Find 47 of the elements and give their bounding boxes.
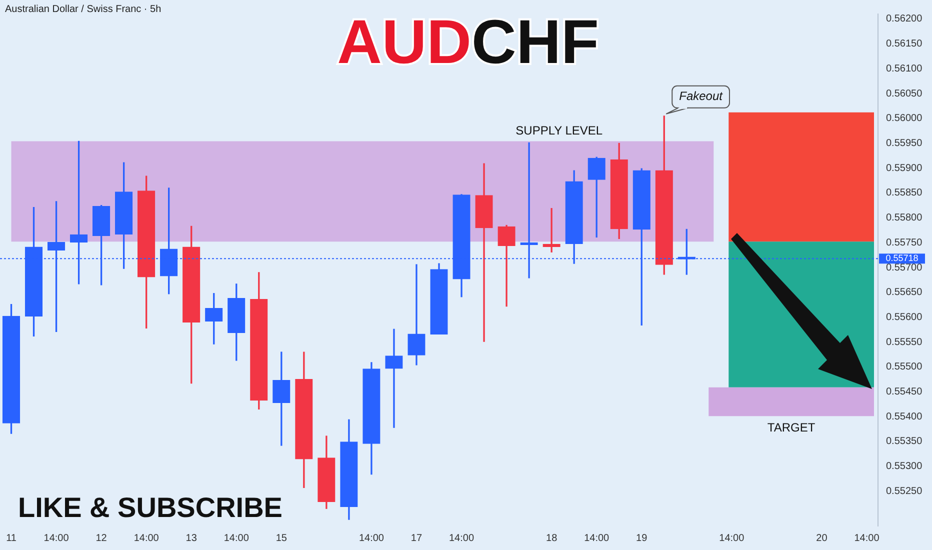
x-tick-label: 18: [546, 532, 558, 544]
y-tick-label: 0.55400: [886, 411, 923, 422]
y-tick-label: 0.55850: [886, 188, 923, 199]
x-tick-label: 17: [410, 532, 422, 544]
y-tick-label: 0.56100: [886, 63, 923, 74]
y-tick-label: 0.55350: [886, 436, 923, 448]
y-tick-label: 0.56200: [886, 14, 923, 25]
x-tick-label: 19: [636, 532, 648, 544]
y-tick-label: 0.56000: [886, 113, 923, 124]
y-tick-label: 0.55800: [886, 212, 923, 224]
x-tick-label: 14:00: [854, 532, 880, 544]
y-tick-label: 0.55550: [886, 336, 923, 348]
candlestick: [408, 264, 426, 366]
y-tick-label: 0.55500: [886, 362, 923, 373]
x-tick-label: 14:00: [448, 532, 474, 544]
y-tick-label: 0.55900: [886, 162, 923, 174]
x-tick-label: 20: [816, 532, 828, 544]
ref-line-label: 0.55718: [886, 253, 918, 264]
x-tick-label: 13: [186, 532, 198, 544]
y-tick-label: 0.56050: [886, 88, 923, 100]
x-tick-label: 14:00: [358, 532, 384, 544]
y-tick-label: 0.55750: [886, 237, 923, 248]
x-tick-label: 14:00: [584, 532, 610, 544]
candlestick: [385, 328, 403, 428]
band-label: TARGET: [767, 420, 816, 434]
x-tick-label: 14:00: [224, 532, 250, 544]
y-tick-label: 0.55600: [886, 312, 923, 323]
x-tick-label: 12: [96, 532, 108, 544]
x-tick-label: 15: [276, 532, 288, 544]
candlestick: [475, 163, 493, 342]
y-tick-label: 0.55250: [886, 486, 923, 497]
annotation: LIKE & SUBSCRIBE: [18, 492, 282, 523]
annotation: Fakeout: [679, 89, 724, 104]
chart-title: AUDCHF: [337, 8, 599, 78]
candlestick: [542, 208, 560, 252]
y-tick-label: 0.55700: [886, 262, 923, 274]
x-tick-label: 14:00: [134, 532, 160, 544]
y-tick-label: 0.55300: [886, 461, 923, 472]
y-tick-label: 0.55950: [886, 138, 923, 149]
x-tick-label: 14:00: [719, 532, 745, 544]
y-tick-label: 0.55450: [886, 386, 923, 398]
x-tick-label: 14:00: [44, 532, 70, 544]
chart-subtitle: Australian Dollar / Swiss Franc · 5h: [5, 4, 162, 15]
y-tick-label: 0.56150: [886, 38, 923, 50]
band-label: SUPPLY LEVEL: [516, 124, 603, 138]
y-tick-label: 0.55650: [886, 287, 923, 298]
x-tick-label: 11: [6, 532, 17, 544]
